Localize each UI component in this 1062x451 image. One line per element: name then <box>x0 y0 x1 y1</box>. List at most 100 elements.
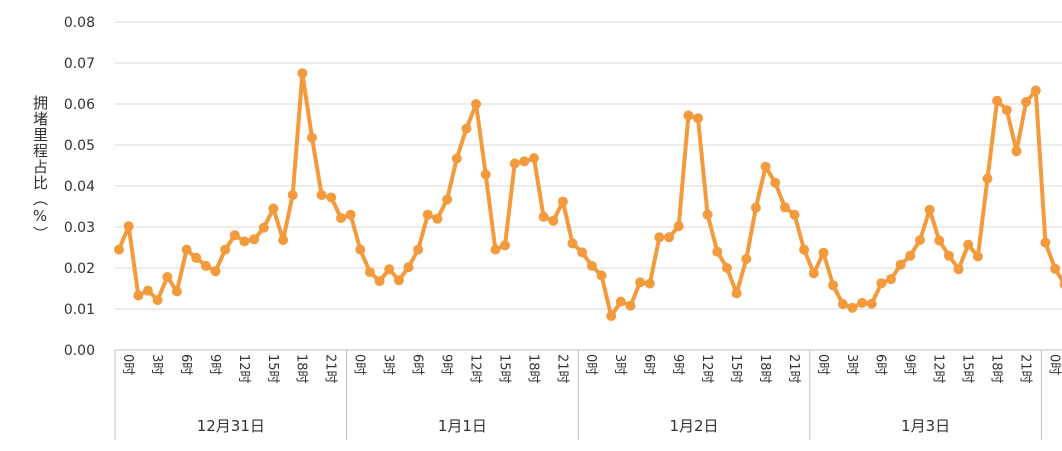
data-point <box>722 263 732 273</box>
data-point <box>142 285 153 296</box>
data-point <box>905 250 916 261</box>
y-tick-label: 0.00 <box>64 343 95 359</box>
x-day-label: 1月1日 <box>438 417 487 435</box>
data-point <box>355 244 366 255</box>
data-point <box>876 278 887 289</box>
x-hour-label: 12时 <box>699 354 714 384</box>
data-point <box>1021 97 1032 107</box>
data-point <box>770 177 781 188</box>
data-point <box>972 251 983 262</box>
data-point <box>422 209 433 220</box>
data-point <box>934 235 945 246</box>
data-point <box>635 277 646 288</box>
data-point <box>548 215 559 226</box>
data-point <box>152 295 163 305</box>
data-point <box>886 274 896 285</box>
data-point <box>191 252 202 263</box>
data-point <box>287 190 298 200</box>
data-point <box>1059 280 1062 289</box>
data-point <box>442 194 453 205</box>
data-point <box>114 244 124 255</box>
x-hour-label: 15时 <box>728 354 743 384</box>
x-axis: 12月31日 0时 3时 6时 9时 12时 15时 18时 21时 1月1日 0时 3时 6时 9时 12… <box>114 350 1061 440</box>
data-point <box>210 266 221 277</box>
x-hour-label: 6时 <box>641 354 656 375</box>
data-point <box>393 275 404 286</box>
data-point <box>731 288 742 299</box>
x-hour-label: 21时 <box>1017 354 1032 384</box>
data-point <box>239 236 250 247</box>
x-hour-label: 18时 <box>757 354 772 384</box>
data-point <box>307 132 317 143</box>
x-hour-label: 0时 <box>1046 354 1061 375</box>
data-point <box>789 209 800 220</box>
x-hour-label: 12时 <box>931 354 946 384</box>
data-point <box>567 238 578 249</box>
x-hour-label: 0时 <box>352 354 367 375</box>
y-tick-label: 0.07 <box>64 56 95 72</box>
series-line <box>117 71 1062 318</box>
plot-area <box>114 68 1062 321</box>
data-point <box>1030 85 1041 96</box>
data-point <box>982 173 993 184</box>
data-point <box>171 286 182 297</box>
data-point <box>615 296 626 307</box>
data-point <box>1001 105 1012 116</box>
data-point <box>702 209 713 220</box>
x-hour-label: 15时 <box>496 354 511 384</box>
data-point <box>818 247 829 258</box>
x-hour-label: 3时 <box>612 354 627 375</box>
data-point <box>557 196 568 207</box>
data-point <box>847 302 858 313</box>
data-point <box>529 153 539 164</box>
data-point <box>278 235 289 246</box>
data-point <box>664 232 675 243</box>
data-point <box>799 244 810 255</box>
x-hour-label: 0时 <box>815 354 830 375</box>
x-hour-label: 9时 <box>438 354 453 375</box>
data-point <box>200 260 211 271</box>
data-point <box>779 202 790 213</box>
data-point <box>953 264 964 275</box>
data-point <box>625 300 636 311</box>
y-tick-label: 0.03 <box>64 220 95 236</box>
x-day-label: 1月2日 <box>669 417 718 435</box>
gridlines <box>115 21 1062 351</box>
x-hour-label: 18时 <box>525 354 540 384</box>
data-point <box>712 246 723 257</box>
y-tick-label: 0.08 <box>64 15 95 31</box>
data-point <box>963 239 974 250</box>
y-tick-label: 0.02 <box>64 261 95 277</box>
data-point <box>345 209 356 220</box>
data-point <box>432 213 443 224</box>
data-point <box>500 240 510 251</box>
data-point <box>1050 263 1061 274</box>
x-hour-label: 6时 <box>178 354 193 375</box>
data-point <box>828 280 839 291</box>
data-point <box>480 169 491 180</box>
data-point <box>326 192 337 203</box>
data-point <box>606 311 617 321</box>
data-point <box>336 213 346 223</box>
y-tick-label: 0.05 <box>64 138 95 154</box>
data-point <box>596 270 607 281</box>
x-hour-label: 0时 <box>120 354 135 375</box>
data-point <box>229 230 240 241</box>
x-hour-label: 3时 <box>149 354 164 375</box>
data-point <box>943 250 954 261</box>
data-point <box>837 299 848 310</box>
data-point <box>644 278 655 289</box>
data-point <box>654 232 665 243</box>
data-point <box>741 254 752 264</box>
data-point <box>403 262 414 273</box>
data-point <box>866 298 877 309</box>
data-point <box>1011 146 1022 157</box>
x-hour-label: 21时 <box>554 354 569 384</box>
x-day-label: 1月3日 <box>901 417 950 435</box>
x-hour-label: 12时 <box>467 354 482 384</box>
x-hour-label: 9时 <box>207 354 222 375</box>
y-tick-label: 0.01 <box>64 302 95 318</box>
x-hour-label: 6时 <box>410 354 425 375</box>
x-hour-label: 18时 <box>294 354 309 384</box>
